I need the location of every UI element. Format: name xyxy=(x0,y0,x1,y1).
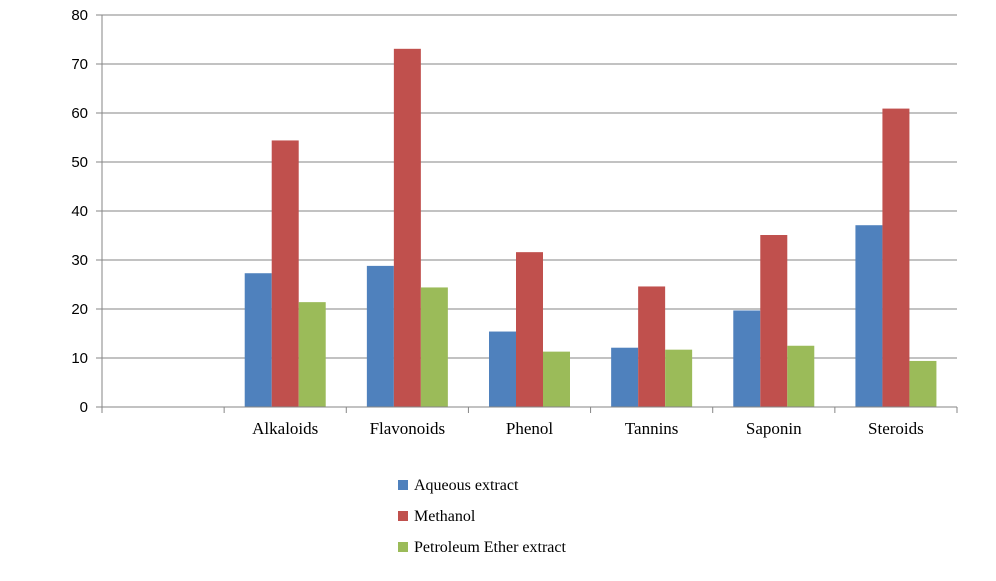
bars-group xyxy=(244,48,937,408)
bar-alkaloids-series-1 xyxy=(271,140,299,407)
bar-alkaloids-series-0 xyxy=(244,273,272,407)
y-tick-label: 30 xyxy=(71,252,88,269)
bar-tannins-series-2 xyxy=(665,349,693,407)
legend-label: Methanol xyxy=(414,508,476,525)
bar-phenol-series-2 xyxy=(543,351,570,407)
y-tick-label: 40 xyxy=(71,203,88,220)
bar-flavonoids-series-1 xyxy=(393,48,421,408)
bar-phenol-series-1 xyxy=(516,252,543,407)
y-tick-label: 50 xyxy=(71,154,88,171)
y-tick-label: 20 xyxy=(71,301,88,318)
x-tick-label: Phenol xyxy=(506,419,554,438)
legend-swatch-0 xyxy=(398,480,408,490)
y-tick-label: 0 xyxy=(80,399,88,416)
y-tick-label: 70 xyxy=(71,56,88,73)
bar-steroids-series-2 xyxy=(909,360,937,407)
x-tick-label: Alkaloids xyxy=(252,419,318,438)
legend-swatch-1 xyxy=(398,511,408,521)
bar-flavonoids-series-2 xyxy=(420,287,448,407)
legend-swatch-2 xyxy=(398,542,408,552)
y-tick-label: 60 xyxy=(71,105,88,122)
legend: Aqueous extract Methanol Petroleum Ether e… xyxy=(398,477,566,556)
bar-steroids-series-1 xyxy=(882,108,910,407)
bar-saponin-series-2 xyxy=(787,345,815,407)
x-tick-label: Steroids xyxy=(868,419,924,438)
bar-tannins-series-0 xyxy=(611,347,639,407)
bar-alkaloids-series-2 xyxy=(298,302,326,407)
bar-steroids-series-0 xyxy=(855,225,883,407)
bar-flavonoids-series-0 xyxy=(366,265,394,407)
y-tick-label: 80 xyxy=(71,7,88,24)
axes xyxy=(96,14,958,413)
y-tick-labels: 0 10 20 30 40 50 60 70 80 xyxy=(71,7,88,416)
bar-saponin-series-0 xyxy=(733,310,761,407)
x-tick-label: Tannins xyxy=(625,419,679,438)
x-tick-labels: Alkaloids Flavonoids Phenol Tannins Saponin S… xyxy=(252,419,924,438)
bar-tannins-series-1 xyxy=(638,286,666,407)
y-tick-label: 10 xyxy=(71,350,88,367)
legend-label: Aqueous extract xyxy=(414,477,519,494)
bar-phenol-series-0 xyxy=(489,331,516,407)
x-tick-label: Saponin xyxy=(746,419,802,438)
x-tick-label: Flavonoids xyxy=(370,419,446,438)
legend-label: Petroleum Ether extract xyxy=(414,539,566,556)
bar-saponin-series-1 xyxy=(760,235,788,407)
